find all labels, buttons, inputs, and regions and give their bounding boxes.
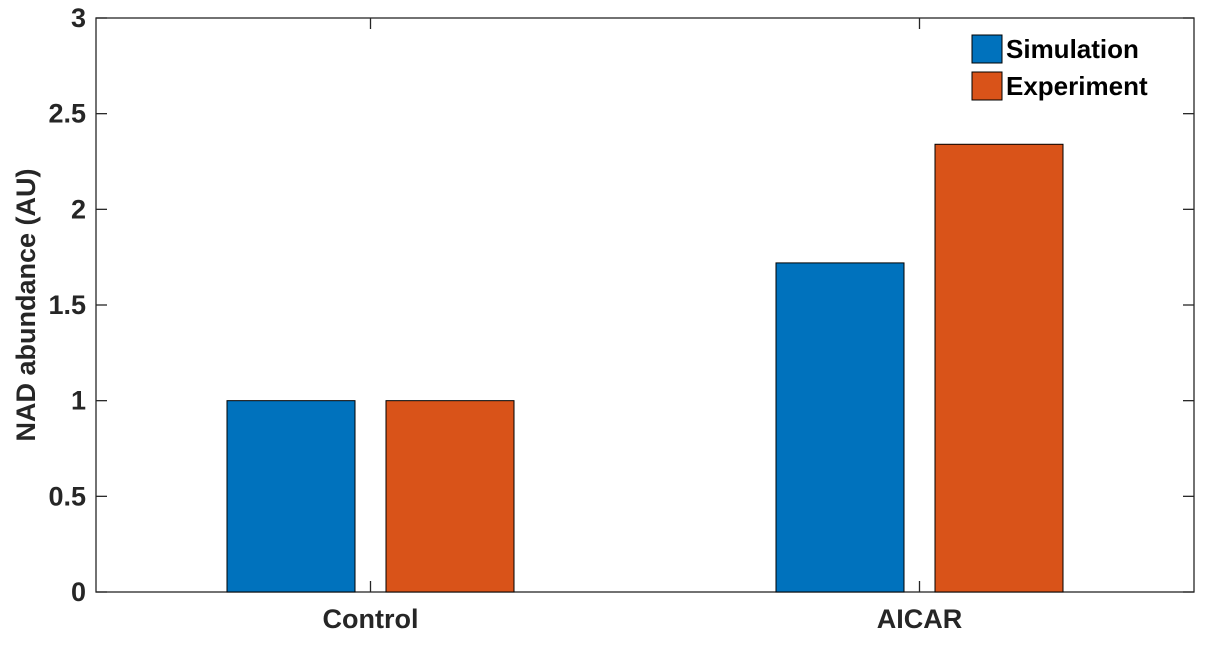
y-tick-labels: 0 0.5 1 1.5 2 2.5 3 [48,3,86,607]
y-tick-label: 1 [71,386,86,416]
legend-label-simulation: Simulation [1006,34,1139,64]
bar-experiment-aicar [934,143,1064,593]
bars [226,143,1064,593]
y-axis-label: NAD abundance (AU) [11,168,41,441]
x-tick-labels: Control AICAR [323,604,963,634]
bar-experiment-control [385,400,515,593]
y-tick-label: 3 [71,3,86,33]
y-tick-label: 2 [71,194,86,224]
y-tick-label: 0.5 [48,481,86,511]
legend: Simulation Experiment [962,26,1176,108]
y-tick-label: 0 [71,577,86,607]
bar-simulation-aicar [775,262,905,593]
axis-ticks [96,17,1194,593]
y-tick-label: 2.5 [48,99,86,129]
bar-simulation-control [226,400,356,593]
legend-swatch-experiment [971,71,1003,101]
y-tick-label: 1.5 [48,290,86,320]
x-tick-label: AICAR [877,604,963,634]
x-tick-label: Control [323,604,419,634]
legend-label-experiment: Experiment [1006,71,1148,101]
legend-swatch-simulation [971,34,1003,64]
